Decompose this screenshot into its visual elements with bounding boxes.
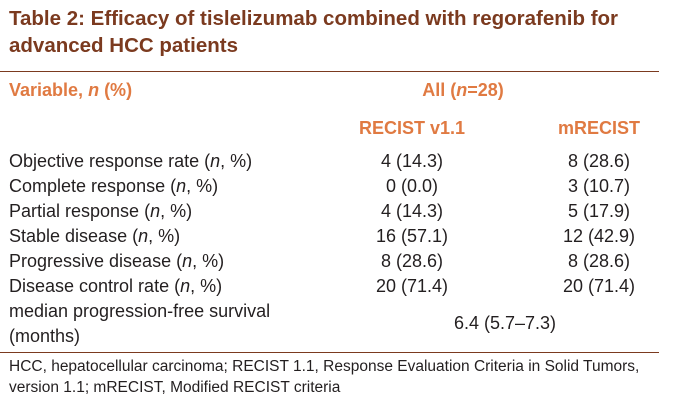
variable-column-header: Variable, n (%) [9,80,133,100]
recist-value: 16 (57.1) [375,226,449,246]
row-label: Stable disease (n, %) [9,226,181,246]
table-row: Partial response (n, %) 4 (14.3) 5 (17.9… [0,199,679,224]
pfs-row: median progression-free survival (months… [0,299,679,349]
all-patients-column-header: All (n=28) [422,80,504,100]
recist-value: 4 (14.3) [380,201,444,221]
table-row: Disease control rate (n, %) 20 (71.4) 20… [0,274,679,299]
recist-value: 0 (0.0) [385,176,439,196]
table-footnote: HCC, hepatocellular carcinoma; RECIST 1.… [9,358,640,396]
recist-value: 4 (14.3) [380,151,444,171]
mrecist-value: 12 (42.9) [562,226,636,246]
row-label: Partial response (n, %) [9,201,193,221]
pfs-label: median progression-free survival (months… [9,301,271,346]
mrecist-value: 20 (71.4) [562,276,636,296]
row-label: Complete response (n, %) [9,176,219,196]
top-rule [0,71,659,72]
mrecist-value: 5 (17.9) [567,201,631,221]
row-label: Objective response rate (n, %) [9,151,253,171]
mrecist-value: 8 (28.6) [567,151,631,171]
mrecist-value: 3 (10.7) [567,176,631,196]
table-body: Objective response rate (n, %) 4 (14.3) … [0,149,679,299]
mrecist-column-header: mRECIST [557,118,641,138]
bottom-rule [0,352,659,353]
table-row: Progressive disease (n, %) 8 (28.6) 8 (2… [0,249,679,274]
row-label: Progressive disease (n, %) [9,251,225,271]
table-row: Stable disease (n, %) 16 (57.1) 12 (42.9… [0,224,679,249]
table-row: Complete response (n, %) 0 (0.0) 3 (10.7… [0,174,679,199]
recist-value: 8 (28.6) [380,251,444,271]
table-title: Table 2: Efficacy of tislelizumab combin… [9,7,619,57]
mrecist-value: 8 (28.6) [567,251,631,271]
pfs-value: 6.4 (5.7–7.3) [453,313,557,333]
row-label: Disease control rate (n, %) [9,276,223,296]
table-row: Objective response rate (n, %) 4 (14.3) … [0,149,679,174]
recist-column-header: RECIST v1.1 [358,118,466,138]
recist-value: 20 (71.4) [375,276,449,296]
